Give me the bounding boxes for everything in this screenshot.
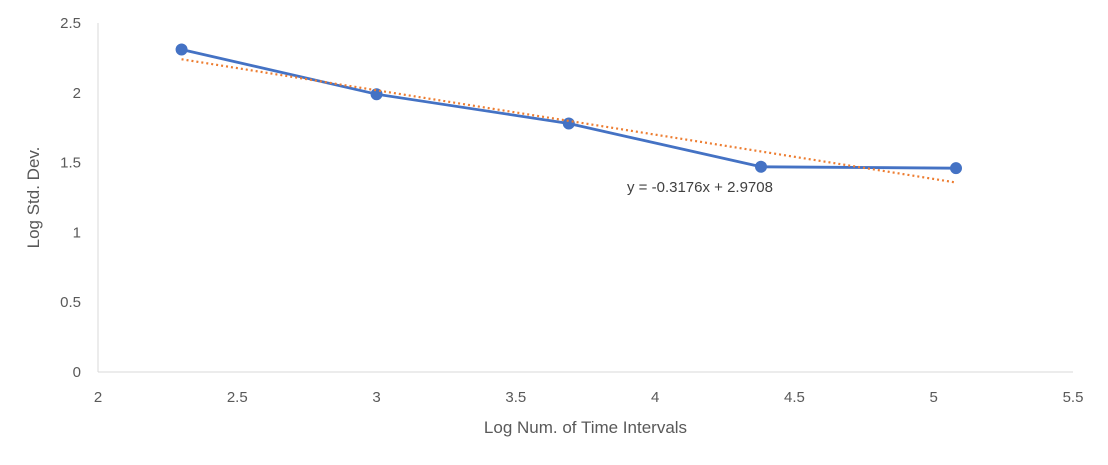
trendline-equation: y = -0.3176x + 2.9708	[627, 179, 773, 196]
axes	[97, 23, 1073, 373]
x-tick-labels: 2 2.5 3 3.5 4 4.5 5 5.5	[94, 389, 1084, 406]
data-point	[755, 160, 767, 173]
data-point	[950, 162, 962, 175]
x-tick-label: 5	[930, 389, 938, 406]
x-tick-label: 3.5	[505, 389, 526, 406]
y-tick-label: 1.5	[60, 155, 81, 172]
x-tick-label: 2	[94, 389, 102, 406]
data-point	[175, 43, 188, 56]
x-axis-title: Log Num. of Time Intervals	[484, 418, 687, 437]
y-tick-labels: 0 0.5 1 1.5 2 2.5	[60, 15, 81, 381]
x-tick-label: 2.5	[227, 389, 248, 406]
x-tick-label: 3	[372, 389, 380, 406]
y-tick-label: 2	[73, 85, 81, 102]
series-line	[181, 48, 957, 170]
x-tick-label: 4.5	[784, 389, 805, 406]
trendline	[181, 58, 957, 184]
series-layer	[175, 43, 962, 175]
data-point	[562, 117, 575, 130]
y-tick-label: 1	[73, 224, 81, 241]
y-tick-label: 0	[73, 364, 81, 381]
x-tick-label: 4	[651, 389, 659, 406]
y-tick-label: 2.5	[60, 15, 81, 32]
y-axis-title: Log Std. Dev.	[24, 147, 43, 249]
x-tick-label: 5.5	[1063, 389, 1084, 406]
y-tick-label: 0.5	[60, 294, 81, 311]
